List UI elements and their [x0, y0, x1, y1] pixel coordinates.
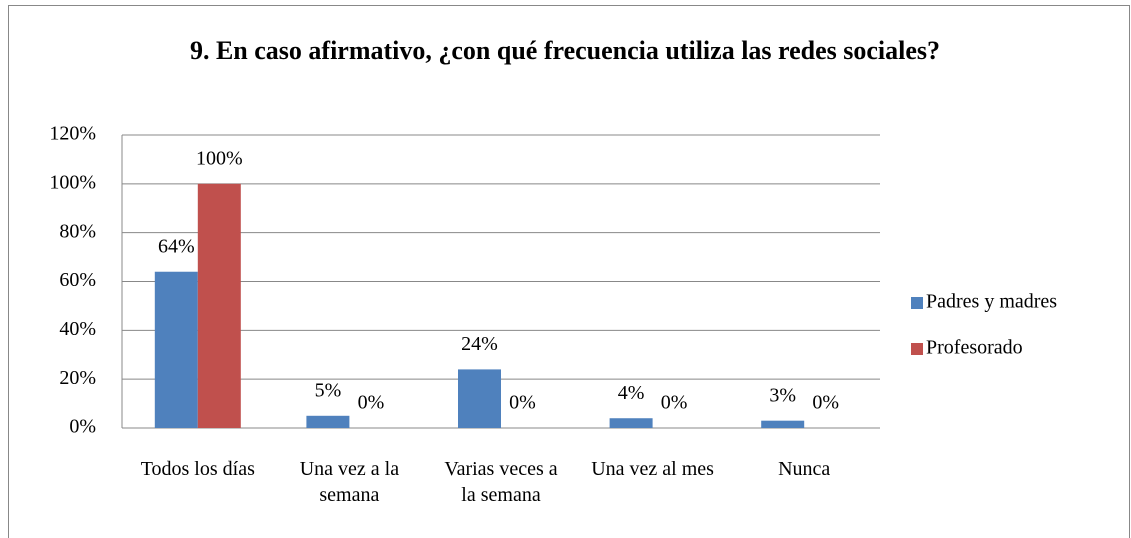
- legend-label: Padres y madres: [926, 291, 1057, 313]
- x-tick-label: Todos los días: [140, 458, 255, 480]
- y-tick-label: 20%: [59, 367, 96, 389]
- data-label: 3%: [769, 384, 796, 406]
- x-tick-label: Nunca: [778, 458, 831, 480]
- bar: [761, 420, 805, 428]
- data-label: 4%: [618, 382, 645, 404]
- y-tick-label: 120%: [49, 123, 96, 145]
- x-tick-label: Una vez al mes: [591, 458, 714, 480]
- legend-label: Profesorado: [926, 337, 1023, 359]
- bar: [458, 369, 501, 428]
- data-label: 100%: [196, 147, 243, 169]
- y-tick-label: 60%: [59, 269, 96, 291]
- data-label: 24%: [461, 333, 498, 355]
- data-label: 0%: [358, 392, 385, 414]
- legend-swatch: [911, 297, 923, 309]
- y-tick-label: 80%: [59, 220, 96, 242]
- bar: [154, 271, 198, 428]
- bar: [197, 183, 241, 428]
- bar: [306, 415, 350, 428]
- legend-swatch: [911, 343, 923, 355]
- chart-title: 9. En caso afirmativo, ¿con qué frecuenc…: [189, 36, 941, 65]
- x-tick-label: Varias veces a la semana: [444, 458, 558, 506]
- y-tick-label: 40%: [59, 318, 96, 340]
- y-tick-label: 100%: [49, 171, 96, 193]
- data-label: 0%: [812, 392, 839, 414]
- data-label: 5%: [315, 379, 342, 401]
- data-label: 0%: [661, 392, 688, 414]
- data-label: 64%: [158, 235, 195, 257]
- frame: [8, 5, 1130, 538]
- data-label: 0%: [509, 392, 536, 414]
- bar: [609, 418, 653, 428]
- y-tick-label: 0%: [69, 416, 96, 438]
- x-tick-label: Una vez a la semana: [299, 458, 400, 506]
